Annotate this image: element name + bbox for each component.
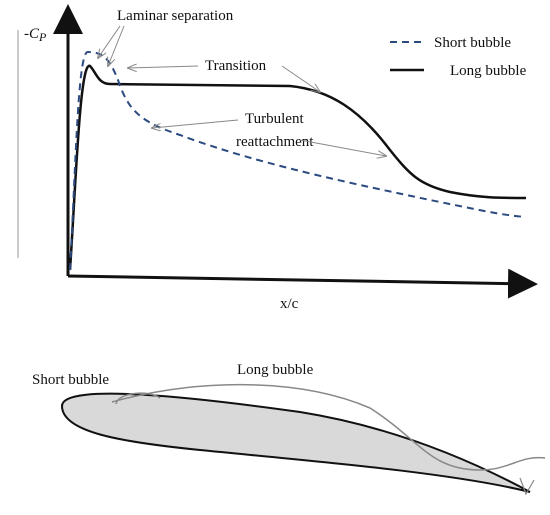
airfoil [62, 394, 530, 492]
y-axis-label: -CP [24, 26, 47, 44]
x-axis-label: x/c [280, 296, 299, 312]
arrow [98, 26, 120, 58]
annotation: Turbulent [245, 111, 304, 127]
wake [520, 478, 534, 494]
annotation: Laminar separation [117, 8, 234, 24]
diagram: -CP x/c Short bubble Long bubble Laminar… [0, 0, 550, 515]
annotation: reattachment [236, 134, 314, 150]
arrow [128, 66, 198, 68]
legend-label: Long bubble [450, 63, 527, 79]
arrow [152, 120, 238, 128]
x-axis [68, 276, 532, 284]
airfoil-label: Long bubble [237, 362, 314, 378]
annotation: Transition [205, 58, 267, 74]
long-bubble-curve [70, 66, 526, 270]
airfoil-label: Short bubble [32, 372, 109, 388]
legend-label: Short bubble [434, 35, 511, 51]
